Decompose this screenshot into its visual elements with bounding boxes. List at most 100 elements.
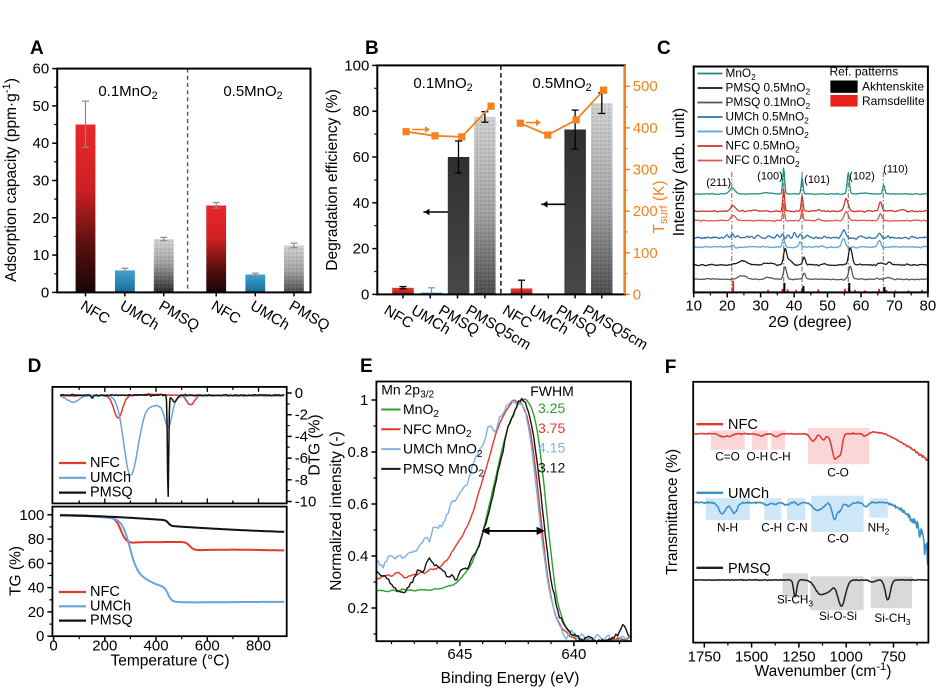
svg-text:0.6: 0.6 (348, 496, 369, 513)
svg-text:500: 500 (633, 78, 658, 95)
svg-text:20: 20 (33, 210, 50, 227)
svg-text:0: 0 (41, 284, 49, 301)
svg-text:60: 60 (853, 297, 870, 314)
svg-text:-10: -10 (295, 494, 317, 511)
svg-text:40: 40 (33, 135, 50, 152)
svg-text:-6: -6 (295, 450, 308, 467)
svg-text:10: 10 (685, 297, 702, 314)
svg-text:Binding Energy (eV): Binding Energy (eV) (441, 670, 580, 687)
svg-text:FWHM: FWHM (530, 383, 574, 399)
svg-text:0.5MnO2​: 0.5MnO2​ (223, 83, 282, 102)
svg-text:50: 50 (819, 297, 836, 314)
svg-text:DTG (%): DTG (%) (307, 414, 324, 475)
svg-text:645: 645 (447, 646, 472, 663)
svg-text:2Θ (degree): 2Θ (degree) (768, 314, 852, 331)
svg-text:0.1MnO2​: 0.1MnO2​ (413, 75, 472, 94)
svg-text:0: 0 (49, 638, 57, 655)
svg-text:1: 1 (360, 392, 368, 409)
svg-text:MnO2​: MnO2​ (726, 66, 757, 82)
svg-text:-4: -4 (295, 428, 308, 445)
svg-text:80: 80 (920, 297, 937, 314)
svg-text:200: 200 (92, 638, 117, 655)
svg-text:30: 30 (33, 173, 50, 190)
svg-text:80: 80 (353, 103, 370, 120)
svg-text:UMCh MnO2​: UMCh MnO2​ (403, 441, 483, 460)
svg-text:Temperature (°C): Temperature (°C) (110, 653, 229, 670)
svg-text:750: 750 (881, 649, 906, 666)
svg-text:NFC: NFC (728, 417, 758, 433)
svg-text:200: 200 (633, 203, 658, 220)
svg-text:NFC 0.5MnO2​: NFC 0.5MnO2​ (726, 139, 801, 155)
svg-text:C-O: C-O (827, 532, 849, 546)
svg-text:0: 0 (633, 286, 641, 303)
svg-text:80: 80 (28, 531, 45, 548)
svg-text:1000: 1000 (830, 649, 863, 666)
svg-text:400: 400 (633, 120, 658, 137)
svg-text:PMSQ: PMSQ (90, 613, 133, 629)
svg-text:3.12: 3.12 (538, 459, 565, 475)
svg-text:NFC 0.1MnO2​: NFC 0.1MnO2​ (726, 153, 801, 169)
svg-text:60: 60 (33, 61, 50, 78)
svg-text:Normalized intensity (-): Normalized intensity (-) (328, 431, 345, 590)
svg-text:UMCh: UMCh (90, 470, 131, 486)
svg-text:40: 40 (353, 195, 370, 212)
svg-text:40: 40 (28, 580, 45, 597)
svg-text:(110): (110) (883, 164, 908, 176)
svg-text:1250: 1250 (782, 649, 815, 666)
svg-text:Si-O-Si: Si-O-Si (819, 609, 857, 623)
svg-text:4.15: 4.15 (538, 440, 565, 456)
svg-text:1750: 1750 (688, 649, 721, 666)
svg-text:UMCh 0.5MnO2​: UMCh 0.5MnO2​ (726, 110, 810, 126)
svg-text:(102): (102) (849, 171, 875, 183)
svg-text:D: D (28, 356, 42, 377)
svg-text:(100): (100) (757, 171, 783, 183)
svg-text:100: 100 (19, 507, 44, 524)
svg-text:C-H: C-H (770, 450, 791, 464)
svg-text:NFC MnO2​: NFC MnO2​ (403, 421, 472, 440)
svg-text:0.5MnO2​: 0.5MnO2​ (532, 75, 591, 94)
svg-text:NH2​: NH2​ (868, 521, 890, 537)
svg-text:C-O: C-O (827, 466, 849, 480)
svg-text:100: 100 (633, 245, 658, 262)
svg-text:60: 60 (353, 149, 370, 166)
svg-text:70: 70 (886, 297, 903, 314)
svg-text:300: 300 (633, 161, 658, 178)
svg-text:MnO2​: MnO2​ (403, 401, 439, 420)
svg-text:Si-CH3​: Si-CH3​ (874, 611, 910, 627)
svg-text:NFC: NFC (90, 455, 120, 471)
svg-text:A: A (30, 38, 44, 59)
svg-text:60: 60 (28, 555, 45, 572)
svg-text:UMCh 0.5MnO2​: UMCh 0.5MnO2​ (726, 124, 810, 140)
svg-text:C-N: C-N (787, 521, 808, 535)
svg-text:PMSQ 0.1MnO2​: PMSQ 0.1MnO2​ (726, 95, 811, 111)
svg-text:20: 20 (719, 297, 736, 314)
svg-text:E: E (360, 356, 373, 377)
svg-text:3.75: 3.75 (538, 420, 565, 436)
svg-text:0: 0 (295, 385, 303, 402)
svg-text:C: C (657, 38, 671, 59)
svg-text:PMSQ: PMSQ (728, 561, 771, 577)
svg-text:-8: -8 (295, 472, 308, 489)
svg-text:800: 800 (246, 638, 271, 655)
svg-text:(211): (211) (706, 177, 731, 189)
svg-text:N-H: N-H (717, 521, 738, 535)
svg-text:0.2: 0.2 (348, 600, 369, 617)
svg-text:UMCh: UMCh (728, 486, 769, 502)
svg-text:20: 20 (353, 241, 370, 258)
svg-text:50: 50 (33, 98, 50, 115)
svg-text:PMSQ MnO2​: PMSQ MnO2​ (403, 460, 484, 479)
svg-text:20: 20 (28, 604, 45, 621)
svg-text:10: 10 (33, 247, 50, 264)
svg-text:Ref. patterns: Ref. patterns (830, 65, 899, 79)
svg-text:3.25: 3.25 (538, 400, 565, 416)
svg-text:40: 40 (786, 297, 803, 314)
svg-text:O-H: O-H (746, 450, 768, 464)
svg-text:B: B (365, 38, 379, 59)
svg-text:F: F (665, 357, 677, 378)
svg-text:Intensity (arb. unit): Intensity (arb. unit) (671, 108, 688, 236)
svg-text:Degradation efficiency (%): Degradation efficiency (%) (324, 89, 341, 271)
svg-text:600: 600 (195, 638, 220, 655)
svg-text:400: 400 (144, 638, 169, 655)
svg-text:TG (%): TG (%) (8, 546, 25, 596)
svg-text:640: 640 (561, 646, 586, 663)
